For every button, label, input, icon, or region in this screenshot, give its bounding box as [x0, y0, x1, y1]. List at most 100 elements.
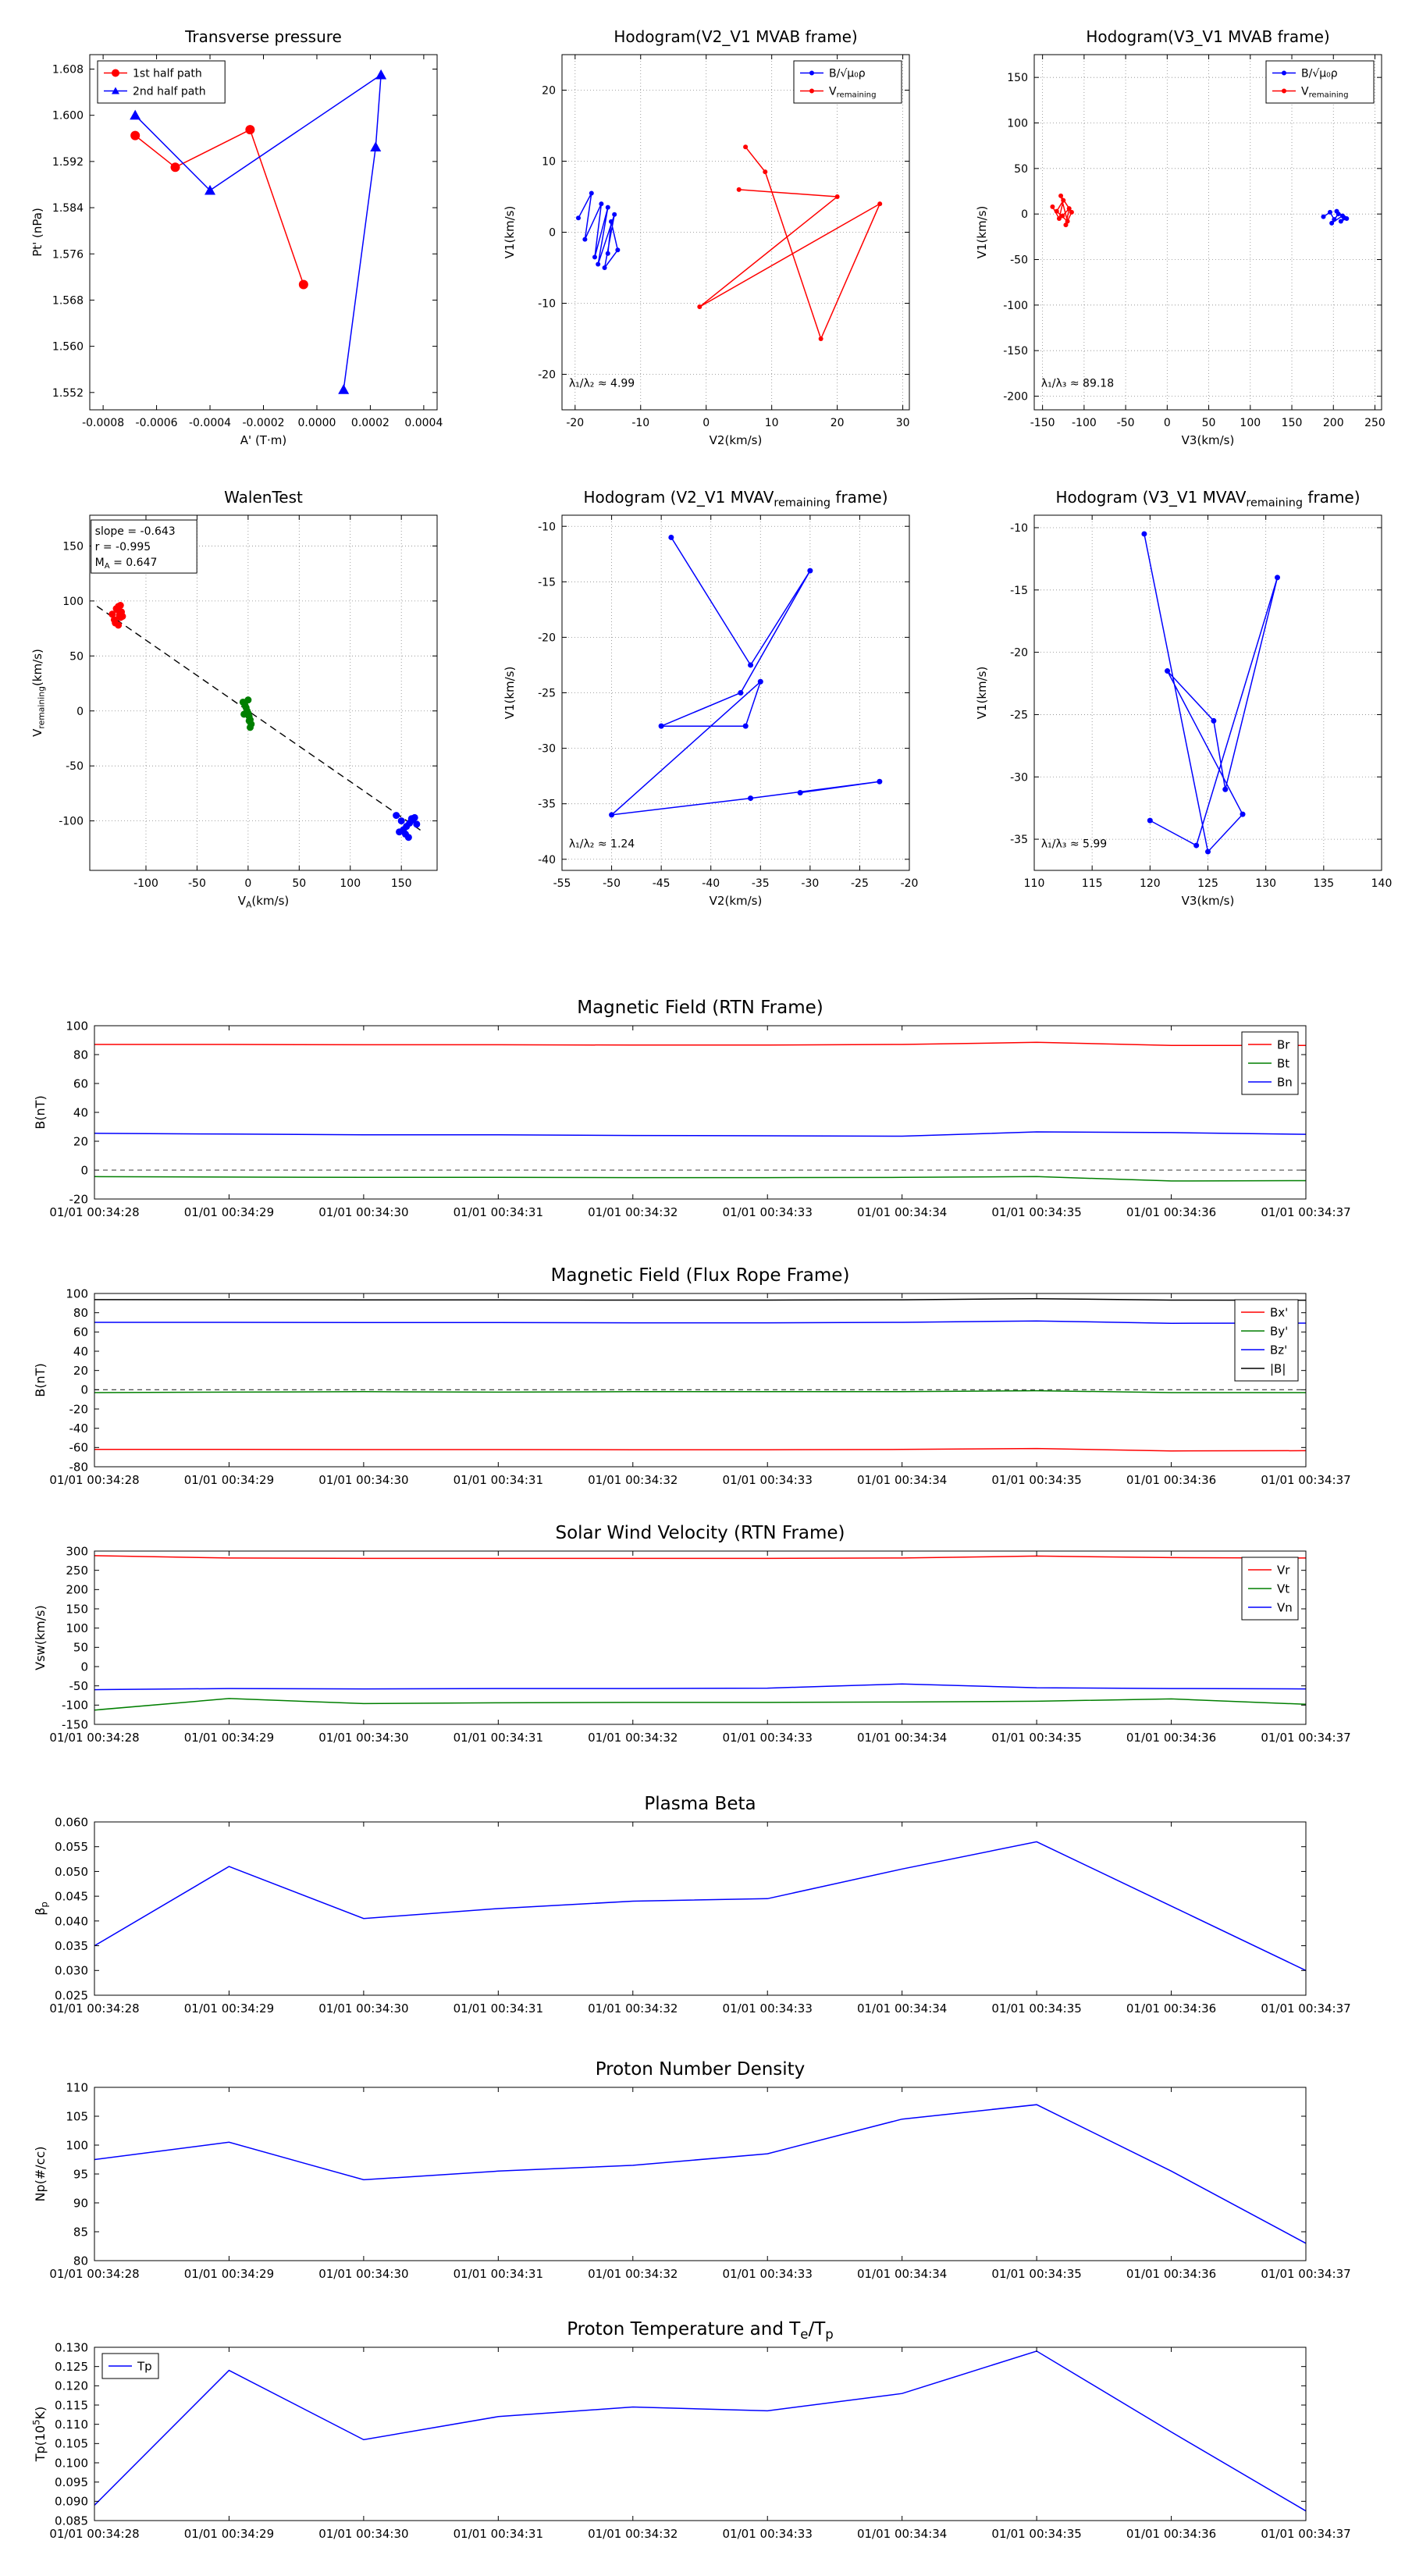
svg-text:0.090: 0.090	[55, 2495, 88, 2509]
svg-text:01/01 00:34:33: 01/01 00:34:33	[723, 1731, 813, 1745]
chart-p9: 01/01 00:34:28 01/01 00:34:29 01/01 00:34:…	[33, 1523, 1351, 1745]
svg-text:0.055: 0.055	[55, 1840, 88, 1854]
svg-text:-50: -50	[66, 760, 84, 773]
svg-text:01/01 00:34:36: 01/01 00:34:36	[1126, 1473, 1216, 1487]
svg-text:01/01 00:34:28: 01/01 00:34:28	[49, 2001, 139, 2016]
svg-text:-35: -35	[752, 877, 770, 890]
svg-text:01/01 00:34:30: 01/01 00:34:30	[318, 1731, 408, 1745]
svg-text:0.060: 0.060	[55, 1815, 88, 1829]
svg-text:2nd half path: 2nd half path	[133, 86, 206, 98]
svg-text:V3(km/s): V3(km/s)	[1182, 894, 1235, 908]
svg-text:WalenTest: WalenTest	[224, 488, 303, 507]
svg-text:B/√μ₀ρ: B/√μ₀ρ	[1301, 68, 1338, 80]
svg-text:Solar Wind Velocity (RTN Frame: Solar Wind Velocity (RTN Frame)	[555, 1523, 845, 1543]
panel-proton-number-density: 01/01 00:34:28 01/01 00:34:29 01/01 00:34:…	[12, 2053, 1393, 2287]
svg-text:0: 0	[80, 1383, 88, 1397]
svg-text:Bx': Bx'	[1270, 1305, 1288, 1319]
svg-text:Br: Br	[1277, 1037, 1290, 1051]
legend-box	[1265, 60, 1375, 104]
svg-text:1.608: 1.608	[52, 64, 84, 76]
svg-text:-0.0002: -0.0002	[242, 417, 284, 429]
svg-text:B(nT): B(nT)	[33, 1095, 48, 1129]
svg-text:90: 90	[73, 2196, 88, 2210]
svg-text:-20: -20	[538, 632, 556, 644]
svg-text:Hodogram (V3_V1 MVAVremaining: Hodogram (V3_V1 MVAVremaining frame)	[1055, 488, 1360, 509]
svg-text:100: 100	[340, 877, 361, 890]
svg-text:50: 50	[69, 650, 84, 663]
panel-magnetic-field-rtn: 01/01 00:34:28 01/01 00:34:29 01/01 00:34:…	[12, 991, 1393, 1226]
svg-text:80: 80	[73, 2254, 88, 2268]
svg-text:-20: -20	[901, 877, 919, 890]
svg-text:-60: -60	[69, 1441, 89, 1455]
svg-text:0.130: 0.130	[55, 2340, 88, 2354]
chart-p7: 01/01 00:34:28 01/01 00:34:29 01/01 00:34:…	[33, 998, 1351, 1219]
svg-text:150: 150	[1282, 417, 1303, 429]
svg-text:01/01 00:34:33: 01/01 00:34:33	[723, 2001, 813, 2016]
series-|B|	[94, 1297, 1307, 1301]
svg-text:30: 30	[896, 417, 910, 429]
svg-text:-150: -150	[1030, 417, 1055, 429]
svg-text:110: 110	[66, 2080, 88, 2094]
svg-text:100: 100	[66, 1286, 88, 1300]
chart-p4: -100 -50 0 50 100 150 -100 -50 0 50 100 150 WalenTes…	[30, 488, 438, 909]
svg-text:Proton Number Density: Proton Number Density	[596, 2059, 806, 2080]
svg-text:-50: -50	[188, 877, 206, 890]
svg-text:01/01 00:34:30: 01/01 00:34:30	[318, 1473, 408, 1487]
panel-magnetic-field-flux-rope: 01/01 00:34:28 01/01 00:34:29 01/01 00:34:…	[12, 1259, 1393, 1493]
svg-text:0.085: 0.085	[55, 2514, 88, 2528]
svg-text:-40: -40	[69, 1421, 89, 1436]
svg-text:135: 135	[1313, 877, 1334, 890]
svg-text:-100: -100	[133, 877, 158, 890]
chart-p3: -150 -100 -50 0 50 100 150 200 250 -200 -150 -100 -5…	[975, 27, 1385, 447]
svg-text:-50: -50	[1117, 417, 1135, 429]
series-Vremaining	[699, 146, 881, 341]
svg-text:-100: -100	[1072, 417, 1097, 429]
svg-text:01/01 00:34:30: 01/01 00:34:30	[318, 1205, 408, 1219]
svg-text:250: 250	[1364, 417, 1385, 429]
svg-text:V1(km/s): V1(km/s)	[975, 667, 989, 720]
svg-text:300: 300	[66, 1544, 88, 1558]
panel-hodogram-v2v1-mvab: -20 -10 0 10 20 30 -20 -10 0 10 20 Hodogram(V2_V1 M…	[484, 16, 921, 472]
svg-text:01/01 00:34:29: 01/01 00:34:29	[184, 1731, 274, 1745]
svg-text:01/01 00:34:32: 01/01 00:34:32	[588, 2267, 678, 2281]
series-V	[1144, 533, 1279, 853]
svg-text:01/01 00:34:34: 01/01 00:34:34	[857, 2527, 947, 2541]
svg-text:20: 20	[542, 85, 556, 98]
svg-text:130: 130	[1255, 877, 1276, 890]
svg-text:By': By'	[1270, 1324, 1288, 1338]
svg-text:-35: -35	[1010, 834, 1028, 846]
svg-text:120: 120	[1140, 877, 1161, 890]
svg-text:100: 100	[62, 596, 84, 608]
svg-text:-100: -100	[59, 816, 84, 828]
svg-text:10: 10	[765, 417, 779, 429]
svg-text:80: 80	[73, 1048, 88, 1062]
svg-text:Tp: Tp	[137, 2359, 152, 2373]
svg-text:01/01 00:34:31: 01/01 00:34:31	[454, 1731, 543, 1745]
svg-text:01/01 00:34:30: 01/01 00:34:30	[318, 2001, 408, 2016]
svg-text:01/01 00:34:35: 01/01 00:34:35	[991, 1473, 1081, 1487]
panel-walen-test: -100 -50 0 50 100 150 -100 -50 0 50 100 150 WalenTes…	[12, 476, 449, 933]
svg-text:λ₁/λ₃ ≈ 89.18: λ₁/λ₃ ≈ 89.18	[1041, 378, 1114, 390]
svg-text:40: 40	[73, 1344, 88, 1358]
legend-box	[97, 60, 226, 104]
svg-text:slope = -0.643: slope = -0.643	[95, 525, 176, 538]
svg-text:-10: -10	[538, 521, 556, 533]
svg-text:λ₁/λ₂ ≈ 1.24: λ₁/λ₂ ≈ 1.24	[569, 838, 635, 851]
svg-text:85: 85	[73, 2225, 88, 2239]
svg-text:01/01 00:34:28: 01/01 00:34:28	[49, 1205, 139, 1219]
chart-p6: 110 115 120 125 130 135 140 -35 -30 -25 -20 -15 -10 H…	[975, 488, 1392, 908]
svg-text:01/01 00:34:34: 01/01 00:34:34	[857, 2001, 947, 2016]
svg-text:VA(km/s): VA(km/s)	[238, 894, 290, 909]
svg-text:01/01 00:34:35: 01/01 00:34:35	[991, 2527, 1081, 2541]
svg-text:Vt: Vt	[1277, 1582, 1289, 1596]
svg-text:1.576: 1.576	[52, 248, 84, 261]
svg-text:01/01 00:34:28: 01/01 00:34:28	[49, 1473, 139, 1487]
svg-text:01/01 00:34:37: 01/01 00:34:37	[1261, 1473, 1350, 1487]
svg-text:Vremaining: Vremaining	[1301, 86, 1348, 100]
svg-text:125: 125	[1197, 877, 1218, 890]
series-Bz'	[94, 1320, 1307, 1324]
series-1st half path	[134, 129, 304, 285]
svg-text:01/01 00:34:32: 01/01 00:34:32	[588, 2527, 678, 2541]
svg-text:-40: -40	[538, 854, 556, 866]
svg-text:-200: -200	[1003, 391, 1028, 404]
